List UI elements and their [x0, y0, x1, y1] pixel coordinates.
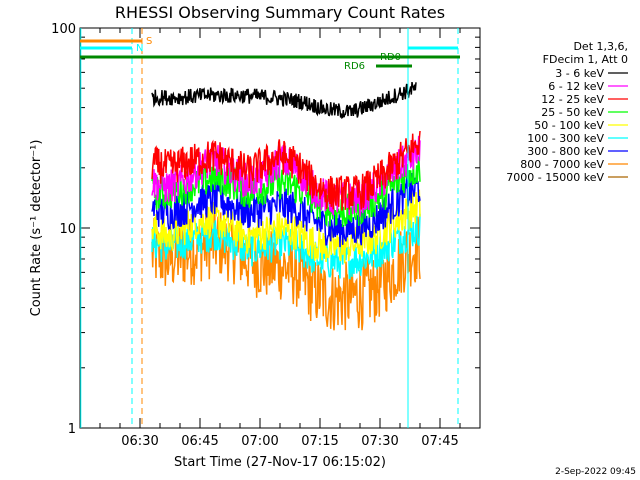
x-tick-label: 06:45 — [181, 434, 218, 449]
chart-title: RHESSI Observing Summary Count Rates — [115, 3, 445, 22]
annotation-n: N — [136, 43, 143, 54]
series-6-12kev-trace — [151, 135, 421, 217]
series-300-800kev-trace — [151, 172, 421, 248]
legend-header-line-2: FDecim 1, Att 0 — [543, 53, 628, 66]
legend-entry-label: 12 - 25 keV — [541, 93, 604, 106]
x-tick-label: 06:30 — [121, 434, 158, 449]
legend-entry-label: 50 - 100 keV — [534, 119, 604, 132]
series-3-6kev-trace — [151, 81, 417, 120]
x-axis-label: Start Time (27-Nov-17 06:15:02) — [174, 455, 386, 470]
legend-header-line-1: Det 1,3,6, — [573, 40, 628, 53]
y-tick-label: 1 — [68, 422, 76, 437]
legend-entry-label: 7000 - 15000 keV — [506, 171, 604, 184]
plot-area: 1 10 100 06:30 06:45 07:00 07:15 07:30 07:45 SN RD… — [51, 22, 481, 449]
y-tick-label: 100 — [51, 22, 76, 37]
series-800-7000kev-trace — [151, 206, 421, 331]
y-tick-label: 10 — [59, 222, 76, 237]
timestamp: 2-Sep-2022 09:45 — [555, 467, 636, 477]
x-tick-label: 07:15 — [301, 434, 338, 449]
series-50-100kev-trace — [151, 189, 421, 264]
legend-entry-label: 300 - 800 keV — [527, 145, 604, 158]
legend-entry-label: 800 - 7000 keV — [520, 158, 604, 171]
y-axis-label: Count Rate (s⁻¹ detector⁻¹) — [29, 140, 44, 317]
annotation-rd0: RD0 — [380, 52, 401, 63]
annotation-rd6: RD6 — [344, 61, 365, 72]
legend-entry-label: 25 - 50 keV — [541, 106, 604, 119]
annotation-s: S — [146, 36, 152, 47]
x-tick-label: 07:00 — [241, 434, 278, 449]
series-100-300kev-trace — [151, 213, 421, 280]
legend-entry-label: 6 - 12 keV — [548, 80, 604, 93]
legend-entry-label: 100 - 300 keV — [527, 132, 604, 145]
x-tick-label: 07:45 — [421, 434, 458, 449]
series-12-25kev-trace — [151, 130, 421, 211]
x-tick-label: 07:30 — [361, 434, 398, 449]
legend-entry-label: 3 - 6 keV — [555, 67, 604, 80]
